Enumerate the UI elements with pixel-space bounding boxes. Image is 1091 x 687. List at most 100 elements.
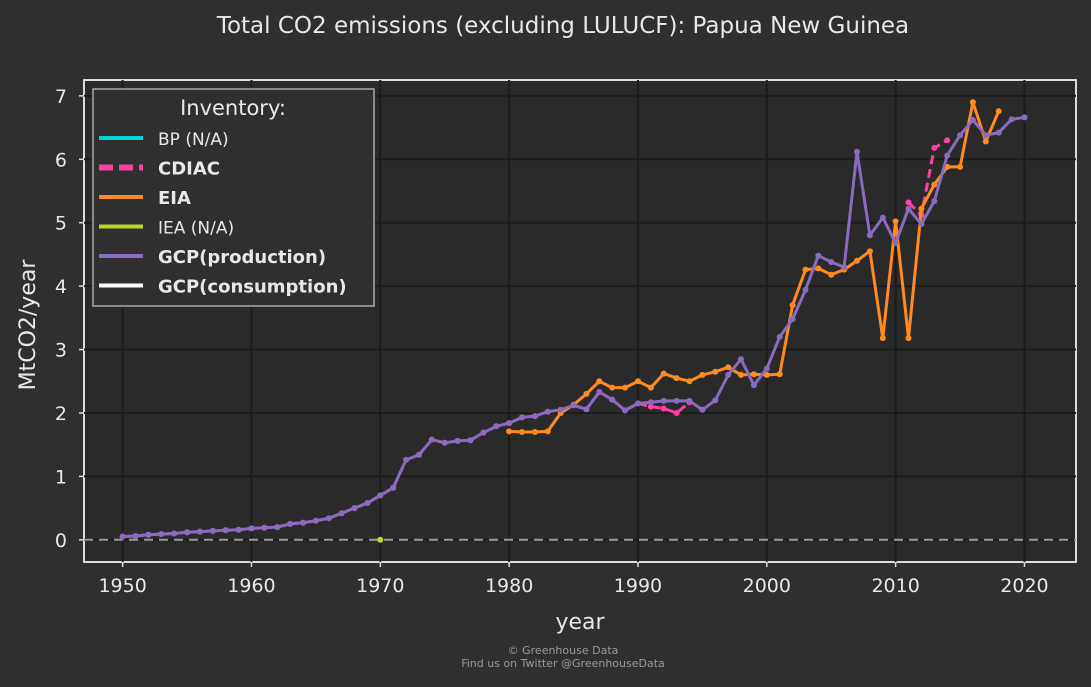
data-point (815, 265, 822, 272)
credit-line-2: Find us on Twitter @GreenhouseData (461, 657, 665, 670)
data-point (544, 428, 551, 435)
y-tick-label: 1 (55, 466, 67, 488)
legend-title: Inventory: (180, 96, 286, 120)
data-point (609, 384, 616, 391)
data-point (519, 414, 525, 421)
data-point (647, 403, 654, 410)
data-point (905, 205, 912, 212)
data-point (866, 232, 873, 239)
data-point (261, 524, 268, 531)
data-point (789, 302, 796, 309)
x-tick-label: 2020 (1000, 575, 1048, 597)
x-tick-label: 1980 (485, 575, 533, 597)
data-point (570, 402, 577, 409)
data-point (892, 240, 899, 246)
data-point (596, 389, 603, 395)
data-point (699, 406, 706, 413)
data-point (1021, 114, 1028, 121)
data-point (712, 397, 719, 404)
data-point (789, 316, 796, 323)
data-point (995, 129, 1002, 136)
data-point (957, 163, 964, 170)
data-point (969, 117, 976, 123)
data-point (467, 437, 474, 444)
data-point (725, 371, 732, 378)
data-point (416, 451, 422, 458)
y-tick-label: 3 (55, 340, 67, 362)
data-point (866, 248, 873, 255)
legend: Inventory: BP (N/A) CDIAC EIA IEA (N/A) GCP(… (92, 88, 375, 307)
credit-line-1: © Greenhouse Data (508, 644, 619, 657)
data-point (583, 390, 590, 397)
data-point (622, 384, 629, 391)
data-point (480, 429, 487, 436)
y-tick-label: 7 (55, 86, 67, 108)
data-point (828, 271, 835, 278)
y-tick-label: 4 (55, 276, 67, 298)
data-point (196, 528, 203, 535)
data-point (750, 382, 757, 389)
y-tick-label: 2 (55, 403, 67, 425)
data-point (918, 221, 925, 227)
data-point (351, 505, 358, 512)
data-point (403, 456, 410, 463)
data-point (905, 335, 912, 342)
data-point (377, 492, 384, 499)
series-eia (506, 99, 1002, 435)
data-point (531, 429, 538, 435)
x-axis-ticks: 1950 1960 1970 1980 1990 2000 2010 2020 (98, 562, 1049, 597)
data-point (184, 529, 191, 536)
data-point (506, 420, 513, 427)
legend-label: GCP(consumption) (158, 277, 347, 298)
x-tick-label: 1970 (356, 575, 404, 597)
data-point (944, 152, 951, 159)
data-point (274, 524, 281, 531)
data-point (583, 406, 590, 413)
data-point (312, 517, 319, 524)
data-point (158, 531, 165, 538)
data-point (248, 525, 255, 532)
data-point (982, 132, 989, 139)
data-point (647, 384, 654, 391)
data-point (750, 371, 757, 378)
data-point (531, 413, 538, 420)
x-tick-label: 2000 (743, 575, 791, 597)
x-tick-label: 1990 (614, 575, 662, 597)
data-point (338, 510, 345, 517)
data-point (222, 527, 229, 534)
data-point (1008, 116, 1015, 123)
data-point (879, 335, 886, 342)
data-series (119, 99, 1028, 543)
legend-label: IEA (N/A) (158, 219, 234, 239)
gridlines (84, 80, 1076, 562)
data-point (854, 148, 860, 155)
data-point (854, 257, 860, 264)
data-point (969, 99, 976, 106)
data-point (918, 205, 925, 212)
data-point (995, 108, 1002, 115)
data-point (287, 520, 294, 527)
data-point (776, 371, 783, 378)
data-point (892, 218, 899, 225)
data-point (879, 214, 886, 221)
data-point (493, 423, 500, 430)
y-axis-ticks: 0 1 2 3 4 5 6 7 (55, 86, 84, 552)
legend-label: GCP(production) (158, 247, 326, 268)
data-point (519, 429, 525, 435)
data-point (905, 199, 912, 206)
data-point (635, 378, 641, 385)
y-tick-label: 6 (55, 149, 67, 171)
y-tick-label: 5 (55, 213, 67, 235)
data-point (763, 371, 770, 378)
x-axis-label: year (555, 610, 605, 635)
data-point (738, 371, 744, 378)
data-point (944, 137, 951, 144)
data-point (673, 410, 680, 416)
data-point (686, 378, 693, 385)
data-point (660, 405, 667, 412)
y-tick-label: 0 (55, 530, 67, 552)
data-point (506, 428, 513, 435)
data-point (132, 533, 139, 539)
data-point (325, 515, 332, 522)
